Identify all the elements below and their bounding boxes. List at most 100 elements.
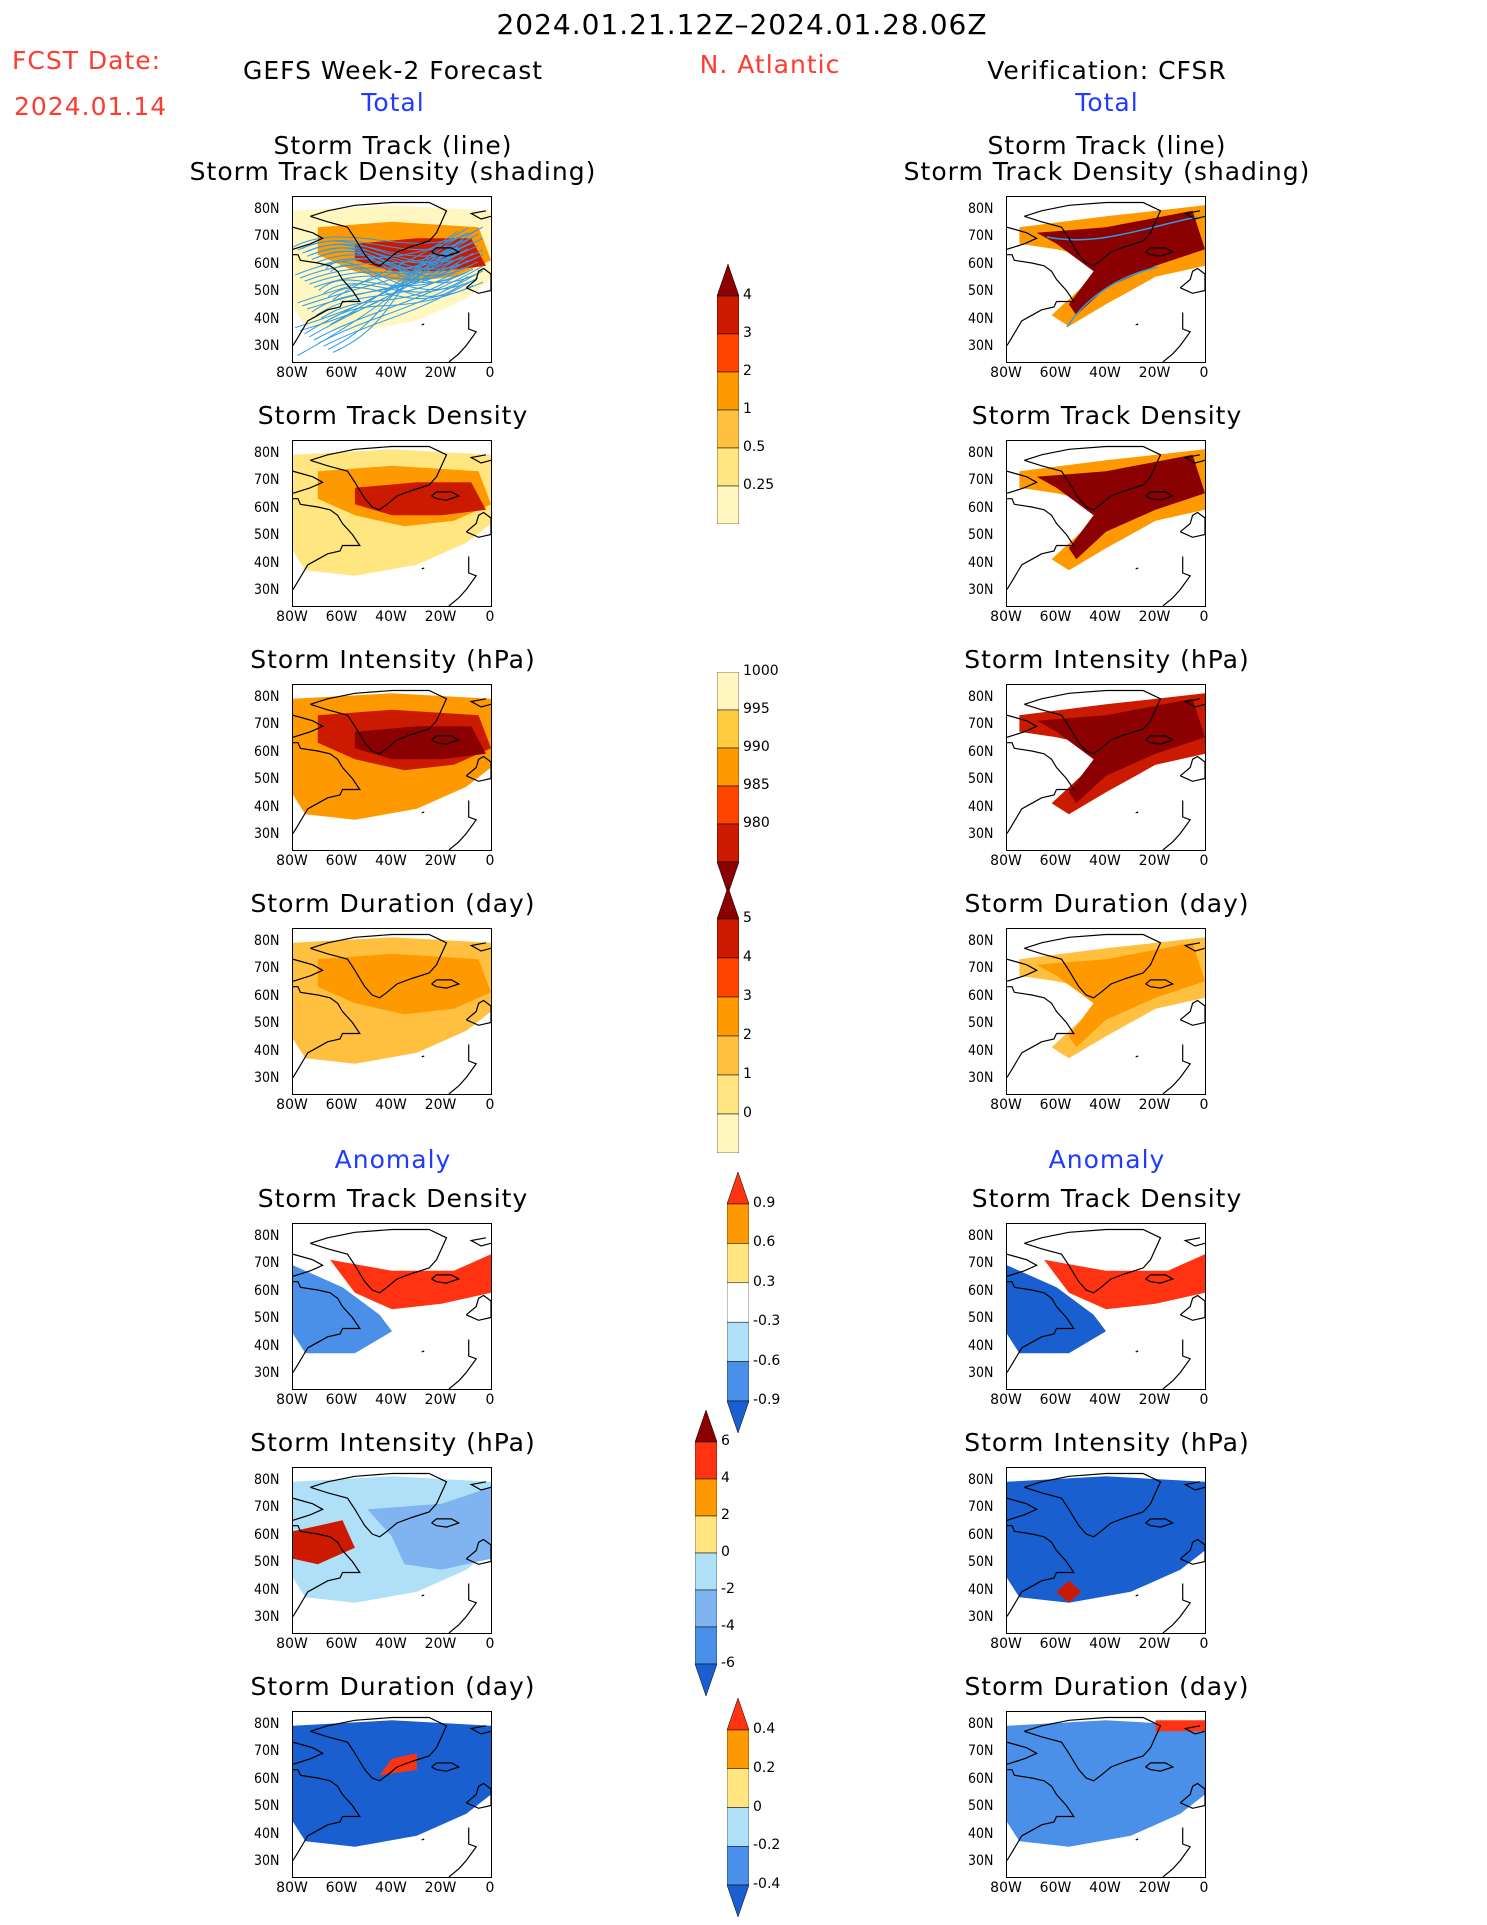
colorbar-swatch (695, 1410, 717, 1443)
coastline (421, 811, 425, 814)
coastline (310, 445, 448, 511)
storm-track-line (299, 243, 469, 332)
lat-tick-label: 60N (254, 743, 280, 760)
coastline (1145, 1518, 1175, 1528)
lon-tick-label: 0 (485, 853, 495, 869)
coastline (421, 1350, 425, 1353)
coastline (465, 1294, 491, 1321)
storm-track-line (306, 243, 479, 270)
colorbar-swatch (727, 1172, 749, 1205)
lat-tick-label: 60N (968, 1770, 994, 1787)
colorbar-label: -4 (721, 1618, 735, 1634)
lon-tick-label: 60W (325, 609, 358, 625)
coastline (1183, 1237, 1205, 1247)
coastline (469, 210, 491, 220)
coastline (310, 201, 448, 267)
coastline (431, 491, 461, 501)
coastline (469, 454, 491, 464)
lat-tick-label: 80N (254, 1227, 280, 1244)
coastline (1183, 1481, 1205, 1491)
coastline (1179, 1294, 1205, 1321)
lon-tick-label: 80W (990, 853, 1022, 869)
lon-tick-label: 20W (1138, 853, 1171, 869)
shading-region (1155, 1720, 1205, 1732)
coastline (448, 1827, 478, 1877)
lat-tick-label: 80N (968, 444, 994, 461)
panel-title-duration-right: Storm Duration (day) (964, 889, 1250, 918)
coastline (293, 1769, 361, 1861)
shading-region (1036, 942, 1205, 1048)
lat-tick-label: 50N (968, 527, 994, 544)
colorbar-swatch (695, 1441, 717, 1480)
left-column-title: GEFS Week-2 Forecast (242, 56, 544, 85)
colorbar-label: 4 (743, 949, 752, 965)
lon-tick-label: 20W (1138, 1097, 1171, 1113)
lon-tick-label: 40W (375, 1880, 407, 1896)
lon-tick-label: 0 (1199, 853, 1209, 869)
lat-tick-label: 30N (968, 338, 994, 355)
coastline (1007, 1741, 1039, 1765)
coastline (293, 1497, 325, 1521)
coastline (1007, 986, 1075, 1078)
lon-tick-label: 20W (1138, 365, 1171, 381)
coastline (293, 498, 361, 590)
map-density-verification (1007, 445, 1205, 606)
colorbar-swatch (717, 1074, 739, 1115)
lon-tick-label: 20W (1138, 609, 1171, 625)
colorbar-swatch (717, 409, 739, 449)
lon-tick-label: 80W (990, 1097, 1022, 1113)
shading-region (293, 1720, 491, 1847)
lat-tick-label: 50N (968, 1798, 994, 1815)
lat-tick-label: 50N (254, 1554, 280, 1571)
coastline (448, 312, 478, 362)
panel-title-anom-duration-right: Storm Duration (day) (964, 1672, 1250, 1701)
storm-track-line (1046, 216, 1198, 328)
colorbar-swatch (727, 1321, 749, 1362)
lon-tick-label: 60W (1039, 1392, 1072, 1408)
lat-tick-label: 80N (968, 1227, 994, 1244)
lon-tick-label: 40W (1089, 853, 1121, 869)
coastline (293, 1741, 325, 1765)
map-panel-anom-density-forecast (292, 1223, 492, 1390)
lat-tick-label: 70N (254, 228, 280, 245)
lat-tick-label: 60N (254, 499, 280, 516)
map-anom-intensity-forecast (293, 1472, 491, 1633)
lat-tick-label: 30N (968, 1609, 994, 1626)
colorbar-swatch (717, 333, 739, 373)
coastline (465, 1782, 491, 1809)
lon-tick-label: 40W (1089, 1636, 1121, 1652)
panel-title-track-shading-right: Storm Track Density (shading) (903, 157, 1311, 186)
coastline (448, 1044, 478, 1094)
coastline (1162, 312, 1192, 362)
panel-title-duration-left: Storm Duration (day) (250, 889, 536, 918)
lat-tick-label: 70N (254, 1743, 280, 1760)
colorbar-label: 985 (743, 777, 770, 793)
colorbar-intensity (717, 672, 739, 894)
lat-tick-label: 80N (968, 1715, 994, 1732)
colorbar-swatch (727, 1243, 749, 1284)
colorbar-swatch (695, 1552, 717, 1591)
lon-tick-label: 40W (375, 365, 407, 381)
lon-tick-label: 60W (1039, 365, 1072, 381)
storm-track-line (295, 236, 474, 329)
coastline (448, 1339, 478, 1389)
storm-track-line (311, 259, 469, 313)
colorbar-label: 0.9 (753, 1195, 776, 1211)
lat-tick-label: 70N (968, 228, 994, 245)
lat-tick-label: 40N (254, 554, 280, 571)
coastline (431, 1762, 461, 1772)
shading-region (330, 1254, 491, 1310)
coastline (431, 735, 461, 745)
coastline (469, 1725, 491, 1735)
coastline (1179, 1538, 1205, 1565)
lon-tick-label: 20W (424, 1636, 457, 1652)
lat-tick-label: 50N (968, 1015, 994, 1032)
lon-tick-label: 60W (325, 1880, 358, 1896)
lon-tick-label: 0 (1199, 609, 1209, 625)
coastline (1007, 1253, 1039, 1277)
colorbar-label: 2 (743, 363, 752, 379)
shading-region (1044, 1254, 1205, 1310)
total-label-left: Total (361, 88, 425, 117)
coastline (310, 1472, 448, 1538)
colorbar-swatch (717, 823, 739, 863)
